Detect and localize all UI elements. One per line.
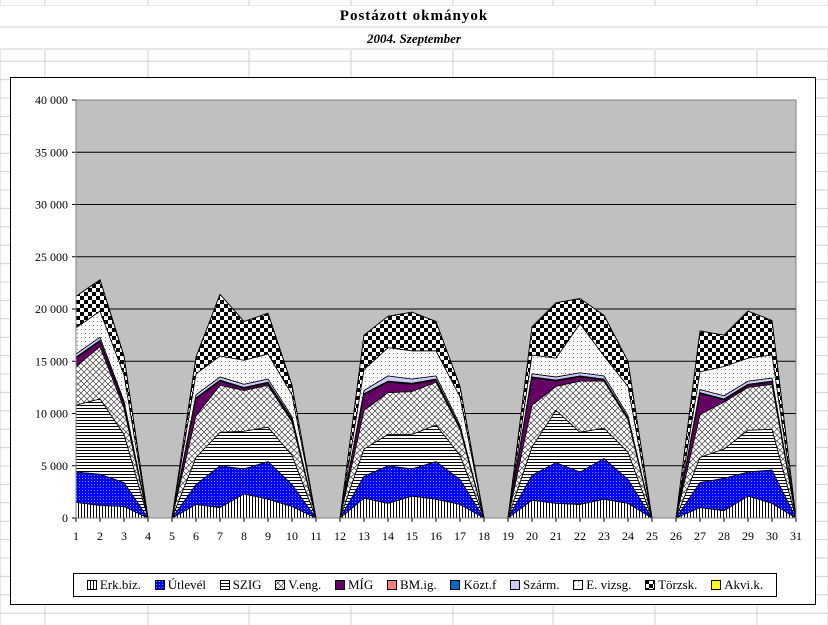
x-tick-label: 18 [478, 529, 490, 543]
legend-swatch [450, 580, 461, 590]
legend-label: E. vizsg. [586, 577, 632, 592]
x-tick-label: 23 [598, 529, 610, 543]
y-tick-label: 40 000 [35, 93, 68, 107]
legend-swatch [334, 580, 345, 590]
y-tick-label: 25 000 [35, 250, 68, 264]
chart-legend: Erk.biz. Útlevél SZIG V.eng. MÍG BM.ig. Közt.f… [73, 573, 777, 597]
x-tick-label: 14 [382, 529, 394, 543]
legend-label: Útlevél [167, 577, 206, 592]
x-tick-label: 21 [550, 529, 562, 543]
legend-label: Erk.biz. [99, 577, 141, 592]
legend-swatch [645, 580, 656, 590]
x-tick-label: 26 [670, 529, 682, 543]
legend-swatch [386, 580, 397, 590]
chart-title: Postázott okmányok [339, 8, 489, 24]
legend-swatch [510, 580, 521, 590]
x-tick-label: 8 [241, 529, 247, 543]
legend-entry: MÍG [334, 577, 374, 593]
legend-swatch [154, 580, 165, 590]
x-tick-label: 1 [73, 529, 79, 543]
legend-swatch [711, 580, 722, 590]
x-tick-label: 22 [574, 529, 586, 543]
x-tick-label: 4 [145, 529, 151, 543]
x-tick-label: 15 [406, 529, 418, 543]
x-tick-label: 2 [97, 529, 103, 543]
legend-entry: Erk.biz. [86, 577, 141, 593]
x-tick-label: 3 [121, 529, 127, 543]
x-tick-label: 28 [718, 529, 730, 543]
x-tick-label: 13 [358, 529, 370, 543]
legend-label: Közt.f [463, 577, 497, 592]
x-tick-label: 19 [502, 529, 514, 543]
x-tick-label: 29 [742, 529, 754, 543]
legend-label: MÍG [347, 577, 374, 592]
x-tick-label: 24 [622, 529, 634, 543]
legend-entry: Akvi.k. [711, 577, 763, 593]
legend-label: Törzsk. [658, 577, 698, 592]
legend-label: BM.ig. [399, 577, 437, 592]
legend-label: Szárm. [523, 577, 560, 592]
legend-label: SZIG [232, 577, 262, 592]
x-tick-label: 16 [430, 529, 442, 543]
x-tick-label: 27 [694, 529, 706, 543]
y-tick-label: 10 000 [35, 407, 68, 421]
y-tick-label: 30 000 [35, 198, 68, 212]
y-tick-label: 15 000 [35, 354, 68, 368]
legend-swatch [275, 580, 286, 590]
y-tick-label: 35 000 [35, 145, 68, 159]
legend-label: Akvi.k. [724, 577, 764, 592]
legend-entry: BM.ig. [386, 577, 437, 593]
legend-entry: Törzsk. [645, 577, 697, 593]
legend-swatch [219, 580, 230, 590]
x-tick-label: 31 [790, 529, 802, 543]
x-tick-label: 30 [766, 529, 778, 543]
x-tick-label: 20 [526, 529, 538, 543]
legend-swatch [86, 580, 97, 590]
legend-entry: V.eng. [275, 577, 321, 593]
legend-swatch [573, 580, 584, 590]
y-tick-label: 5 000 [41, 459, 68, 473]
x-tick-label: 6 [193, 529, 199, 543]
x-tick-label: 17 [454, 529, 466, 543]
x-tick-label: 10 [286, 529, 298, 543]
x-tick-label: 12 [334, 529, 346, 543]
chart-subtitle: 2004. Szeptember [367, 31, 461, 46]
legend-entry: E. vizsg. [573, 577, 631, 593]
y-tick-label: 20 000 [35, 302, 68, 316]
legend-label: V.eng. [288, 577, 322, 592]
x-tick-label: 25 [646, 529, 658, 543]
x-tick-label: 9 [265, 529, 271, 543]
y-tick-label: 0 [62, 511, 68, 525]
legend-entry: Közt.f [450, 577, 496, 593]
legend-entry: Útlevél [154, 577, 206, 593]
x-tick-label: 5 [169, 529, 175, 543]
x-tick-label: 11 [310, 529, 322, 543]
x-tick-label: 7 [217, 529, 223, 543]
legend-entry: Szárm. [510, 577, 560, 593]
legend-entry: SZIG [219, 577, 262, 593]
